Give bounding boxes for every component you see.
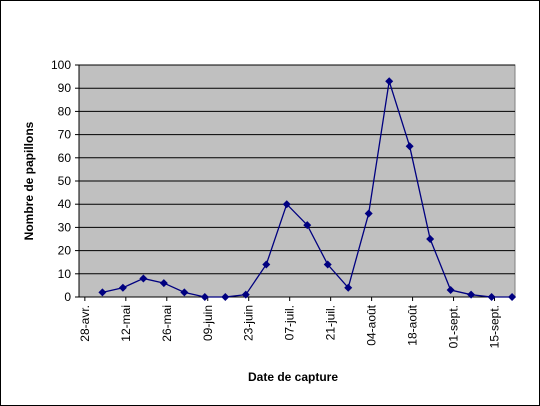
y-tick-label: 90 xyxy=(58,81,72,95)
data-marker xyxy=(180,288,189,297)
x-tick-label: 09-juin xyxy=(201,305,215,341)
data-marker xyxy=(364,209,373,218)
data-marker xyxy=(118,283,127,292)
y-tick-label: 10 xyxy=(58,267,72,281)
data-marker xyxy=(426,235,435,243)
y-tick-label: 0 xyxy=(64,290,71,304)
x-axis-title: Date de capture xyxy=(248,370,338,384)
x-tick-label: 26-mai xyxy=(160,305,174,342)
x-tick-label: 28-avr. xyxy=(78,305,92,342)
x-tick-label: 21-juil. xyxy=(324,305,338,340)
data-marker xyxy=(508,293,517,301)
y-tick-label: 100 xyxy=(51,58,71,72)
data-marker xyxy=(303,221,312,230)
x-tick-label: 15-sept. xyxy=(488,305,502,348)
x-tick-label: 18-août xyxy=(406,304,420,345)
x-tick-label: 01-sept. xyxy=(447,305,461,348)
data-marker xyxy=(385,77,394,86)
y-tick-label: 30 xyxy=(58,220,72,234)
y-axis-title: Nombre de papillons xyxy=(22,121,36,240)
data-marker xyxy=(487,293,496,301)
x-tick-label: 04-août xyxy=(365,304,379,345)
data-marker xyxy=(200,293,209,301)
data-marker xyxy=(344,283,353,292)
x-tick-label: 23-juin xyxy=(242,305,256,341)
y-tick-label: 80 xyxy=(58,104,72,118)
y-tick-label: 70 xyxy=(58,128,72,142)
data-marker xyxy=(221,293,230,301)
x-tick-label: 07-juil. xyxy=(283,305,297,340)
x-tick-label: 12-mai xyxy=(119,305,133,342)
y-tick-label: 50 xyxy=(58,174,72,188)
y-tick-label: 60 xyxy=(58,151,72,165)
data-marker xyxy=(446,286,455,295)
data-marker xyxy=(467,290,476,299)
data-marker xyxy=(262,260,271,269)
y-tick-label: 20 xyxy=(58,244,72,258)
data-marker xyxy=(282,200,291,209)
data-marker xyxy=(98,288,107,297)
data-marker xyxy=(405,142,414,151)
data-marker xyxy=(323,260,332,269)
data-marker xyxy=(139,274,148,283)
data-marker xyxy=(241,290,250,299)
y-tick-label: 40 xyxy=(58,197,72,211)
data-marker xyxy=(159,279,168,288)
